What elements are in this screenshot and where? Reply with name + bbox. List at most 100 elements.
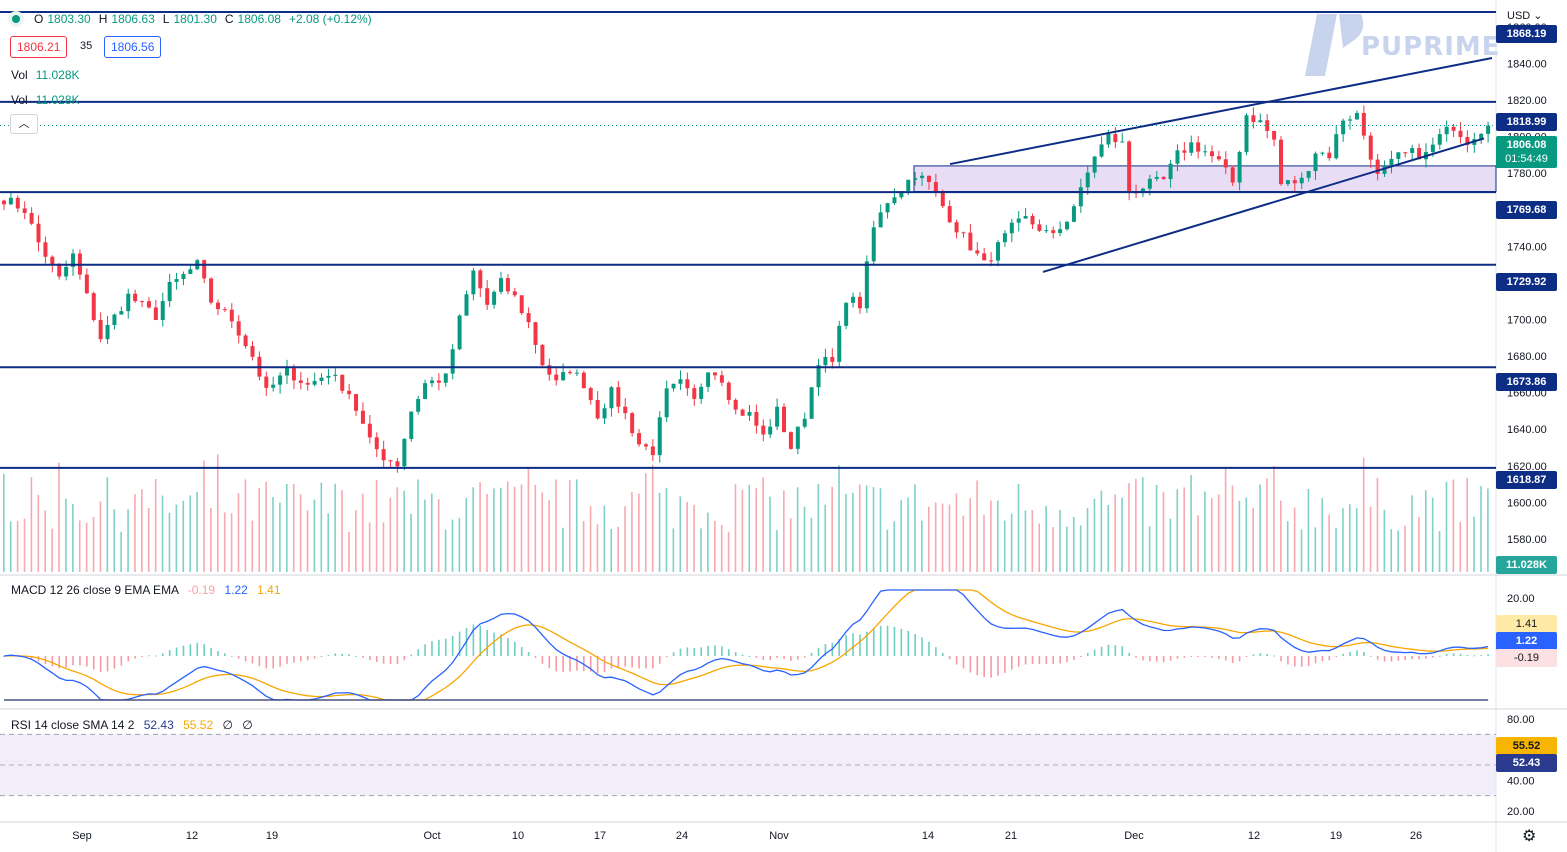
macd-histogram-bar	[1176, 656, 1179, 659]
volume-bar	[1045, 505, 1047, 572]
volume-bar	[734, 484, 737, 572]
currency-selector[interactable]: USD ⌄	[1507, 10, 1543, 22]
candle-body	[1203, 151, 1208, 153]
rsi-flag-2: ∅	[242, 718, 253, 732]
macd-histogram-bar	[106, 656, 109, 672]
candle-body	[209, 278, 214, 303]
candle-body	[1334, 134, 1339, 159]
volume-bar	[1487, 488, 1489, 572]
macd-histogram-bar	[997, 656, 999, 676]
volume-bar	[1473, 516, 1475, 572]
macd-histogram-bar	[1432, 656, 1434, 658]
macd-histogram-bar	[748, 655, 751, 657]
macd-histogram-bar	[810, 652, 813, 656]
volume-bar	[382, 522, 385, 572]
volume-bar	[741, 489, 744, 572]
macd-histogram-bar	[762, 656, 765, 661]
macd-histogram-bar	[1404, 656, 1407, 661]
volume-bar	[624, 506, 626, 572]
volume-bar	[810, 518, 813, 572]
candle-body	[1216, 156, 1221, 160]
candle-body	[657, 417, 662, 456]
candle-body	[1092, 156, 1097, 173]
candle-body	[1430, 144, 1435, 153]
macd-histogram-bar	[866, 631, 868, 656]
macd-histogram-bar	[1038, 656, 1041, 664]
volume-bar	[1321, 498, 1324, 572]
volume-bar	[1017, 483, 1020, 572]
candle-body	[15, 197, 20, 209]
volume-bar	[713, 520, 716, 572]
volume-bar	[872, 487, 875, 572]
volume-bar	[147, 507, 150, 572]
high-value: 1806.63	[111, 12, 155, 26]
macd-histogram-bar	[86, 656, 88, 667]
candle-body	[975, 250, 980, 254]
channel-upper-line	[949, 57, 1493, 166]
volume-bar	[1121, 497, 1123, 572]
macd-line-tag: 1.22	[1496, 632, 1557, 650]
candle-body	[478, 270, 483, 289]
candle-body	[423, 383, 428, 400]
candle-body	[816, 365, 821, 388]
macd-histogram-bar	[707, 645, 709, 656]
volume-bar	[900, 500, 902, 572]
macd-histogram-bar	[51, 656, 54, 667]
candle-body	[851, 296, 856, 303]
volume-bar	[506, 481, 509, 572]
macd-histogram-bar	[838, 638, 841, 656]
volume-bar	[1155, 484, 1158, 572]
volume-bar	[175, 504, 178, 572]
volume-bar	[1003, 520, 1006, 572]
volume-bar	[1210, 498, 1213, 572]
candle-body	[533, 322, 538, 345]
volume-bar	[1480, 486, 1482, 572]
volume-bar	[1059, 509, 1061, 572]
buy-price-button[interactable]: 1806.56	[104, 36, 162, 58]
collapse-legend-button[interactable]: ︿	[10, 114, 38, 134]
macd-histogram-bar	[638, 656, 640, 669]
candle-body	[1375, 159, 1380, 174]
macd-histogram-bar	[693, 648, 696, 656]
macd-signal-line	[3, 589, 1489, 701]
macd-histogram-bar	[1204, 656, 1206, 657]
volume-bar	[430, 493, 433, 572]
macd-histogram-bar	[1294, 656, 1296, 667]
currency-label: USD	[1507, 10, 1531, 22]
gear-icon[interactable]: ⚙	[1522, 828, 1537, 845]
level-tag: 1818.99	[1496, 113, 1557, 131]
candle-body	[402, 438, 407, 467]
candle-body	[305, 382, 310, 385]
macd-histogram-bar	[306, 656, 309, 661]
macd-histogram-bar	[1487, 654, 1489, 656]
sell-price-button[interactable]: 1806.21	[10, 36, 68, 58]
macd-signal-tag: 1.41	[1496, 615, 1557, 633]
volume-bar	[927, 506, 930, 572]
volume-bar	[1204, 491, 1206, 572]
candle-body	[685, 379, 690, 389]
macd-hist-value: -0.19	[187, 583, 216, 597]
volume-bar	[879, 488, 882, 572]
volume-bar	[555, 479, 557, 572]
macd-histogram-bar	[1363, 651, 1365, 656]
volume-bar	[196, 491, 198, 572]
volume-bar	[1238, 500, 1241, 572]
candle-body	[1465, 136, 1470, 145]
macd-histogram-bar	[168, 650, 171, 656]
macd-histogram-bar	[1238, 656, 1241, 662]
macd-histogram-bar	[458, 631, 461, 656]
volume-legend-1: Vol 11.028K	[11, 68, 80, 82]
volume-bar	[375, 479, 378, 572]
last-price-tag: 1806.08 01:54:49	[1496, 136, 1557, 168]
candle-body	[215, 302, 220, 310]
volume-bar	[520, 484, 523, 572]
macd-histogram-bar	[79, 656, 81, 666]
volume-bar	[644, 473, 647, 572]
candle-body	[443, 373, 448, 383]
macd-histogram-bar	[424, 644, 426, 656]
macd-histogram-bar	[1473, 655, 1476, 657]
macd-histogram-bar	[1314, 656, 1317, 664]
volume-bar	[1273, 466, 1275, 572]
volume-bar	[99, 501, 102, 572]
